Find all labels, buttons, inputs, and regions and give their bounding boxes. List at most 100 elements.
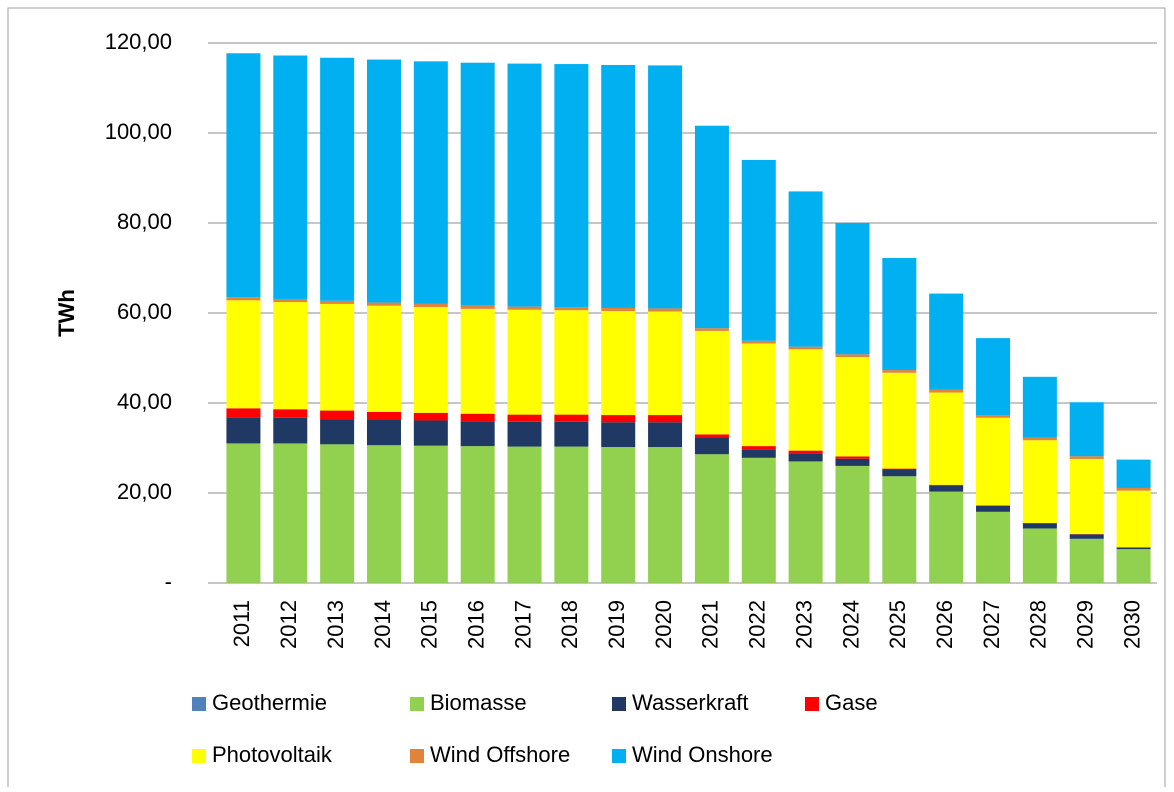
bar-segment [273,418,307,444]
x-tick-label: 2018 [557,600,582,649]
bar-segment [320,419,354,444]
bar-segment [1117,460,1151,488]
bar-segment [789,451,823,454]
bar-segment [414,446,448,583]
bar-segment [1070,534,1104,539]
bar-segment [554,415,588,422]
bar-segment [508,310,542,415]
legend-swatch [410,749,424,763]
bar-segment [835,466,869,583]
legend-label: Wasserkraft [632,690,749,715]
bar-segment [601,415,635,422]
bar-segment [835,459,869,466]
bar-segment [508,64,542,307]
legend-swatch [612,697,626,711]
x-tick-label: 2022 [745,600,770,649]
bar-segment [929,393,963,485]
bar-segment [367,445,401,583]
bar-segment [695,331,729,435]
bar-segment [695,454,729,583]
bar-segment [273,302,307,409]
bar-segment [461,309,495,414]
bar-segment [414,61,448,304]
bar-segment [835,223,869,354]
bar-segment [1117,488,1151,491]
bar-segment [367,420,401,445]
bar-segment [835,354,869,357]
bar-segment [1070,456,1104,459]
bar-segment [226,297,260,300]
bar-segment [929,294,963,390]
bar-segment [648,308,682,311]
x-tick-label: 2021 [698,600,723,649]
bar-segment [1070,459,1104,534]
x-tick-label: 2025 [885,600,910,649]
x-tick-label: 2019 [604,600,629,649]
bar-segment [742,449,776,458]
bar-segment [929,492,963,583]
bar-segment [695,434,729,438]
bar-segment [882,470,916,477]
bar-segment [461,63,495,306]
bar-segment [601,65,635,308]
bar-segment [648,415,682,422]
bar-segment [414,304,448,307]
bar-segment [1023,438,1057,441]
bar-segment [554,422,588,447]
bar-segment [976,338,1010,415]
bar-segment [1023,528,1057,582]
bar-segment [461,414,495,422]
bar-segment [508,307,542,310]
legend-label: Wind Onshore [632,742,773,767]
legend-label: Wind Offshore [430,742,570,767]
bar-segment [367,412,401,420]
x-tick-label: 2017 [510,600,535,649]
bar-segment [367,306,401,412]
bar-segment [461,306,495,309]
x-tick-label: 2011 [229,600,254,647]
x-tick-label: 2015 [417,600,442,649]
y-tick-label: 60,00 [117,299,172,324]
bar-segment [554,447,588,583]
bar-segment [695,438,729,454]
bar-segment [414,307,448,413]
x-tick-label: 2012 [276,600,301,649]
bar-segment [1070,539,1104,583]
bar-segment [835,456,869,458]
bar-segment [461,421,495,446]
bar-segment [882,370,916,373]
bar-segment [882,258,916,370]
bar-segment [273,409,307,418]
y-tick-label: 40,00 [117,389,172,414]
bar-segment [1117,547,1151,549]
bar-segment [320,304,354,411]
bar-segment [789,191,823,346]
bar-segment [226,53,260,297]
bar-segment [601,422,635,447]
legend-swatch [192,749,206,763]
legend-swatch [805,697,819,711]
legend-label: Biomasse [430,690,527,715]
x-tick-label: 2030 [1119,600,1144,649]
bar-segment [648,65,682,308]
x-tick-label: 2020 [651,600,676,649]
x-tick-label: 2028 [1026,600,1051,649]
bar-segment [976,415,1010,418]
bar-segment [1117,549,1151,583]
bar-segment [320,58,354,301]
y-tick-label: 20,00 [117,479,172,504]
bar-segment [367,60,401,303]
bar-segment [461,446,495,583]
bar-segment [601,308,635,311]
bar-segment [1023,377,1057,438]
bar-segment [929,390,963,393]
bar-segment [648,447,682,583]
legend-swatch [612,749,626,763]
x-tick-label: 2016 [463,600,488,649]
y-tick-label: - [165,569,172,594]
bar-segment [320,444,354,583]
x-tick-label: 2014 [370,600,395,649]
legend-swatch [410,697,424,711]
bar-segment [742,160,776,341]
bar-segment [508,447,542,583]
